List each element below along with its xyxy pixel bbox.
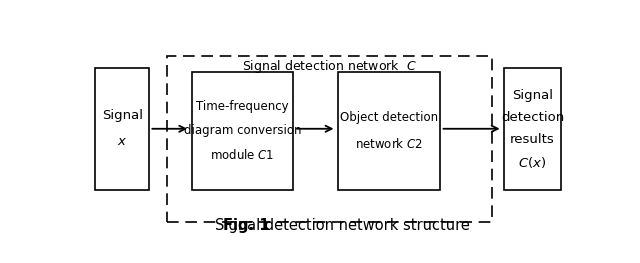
- Text: Signal detection network  $C$: Signal detection network $C$: [242, 58, 417, 75]
- Bar: [167, 56, 492, 222]
- Text: $C(x)$: $C(x)$: [518, 155, 547, 170]
- Text: Object detection: Object detection: [340, 111, 438, 124]
- Text: diagram conversion: diagram conversion: [184, 124, 301, 137]
- Text: network $C$2: network $C$2: [355, 137, 423, 151]
- Text: Signal detection network structure: Signal detection network structure: [216, 219, 470, 234]
- Text: detection: detection: [501, 111, 564, 124]
- Text: $x$: $x$: [117, 135, 127, 148]
- Bar: [338, 72, 440, 190]
- Bar: [191, 72, 293, 190]
- Bar: [504, 68, 561, 190]
- Bar: [95, 68, 150, 190]
- Text: module $C$1: module $C$1: [211, 148, 275, 162]
- Text: Fig. 1: Fig. 1: [223, 219, 269, 234]
- Text: Signal: Signal: [512, 89, 553, 102]
- Text: Time-frequency: Time-frequency: [196, 100, 289, 113]
- Text: Signal: Signal: [102, 109, 143, 122]
- Text: results: results: [510, 133, 555, 146]
